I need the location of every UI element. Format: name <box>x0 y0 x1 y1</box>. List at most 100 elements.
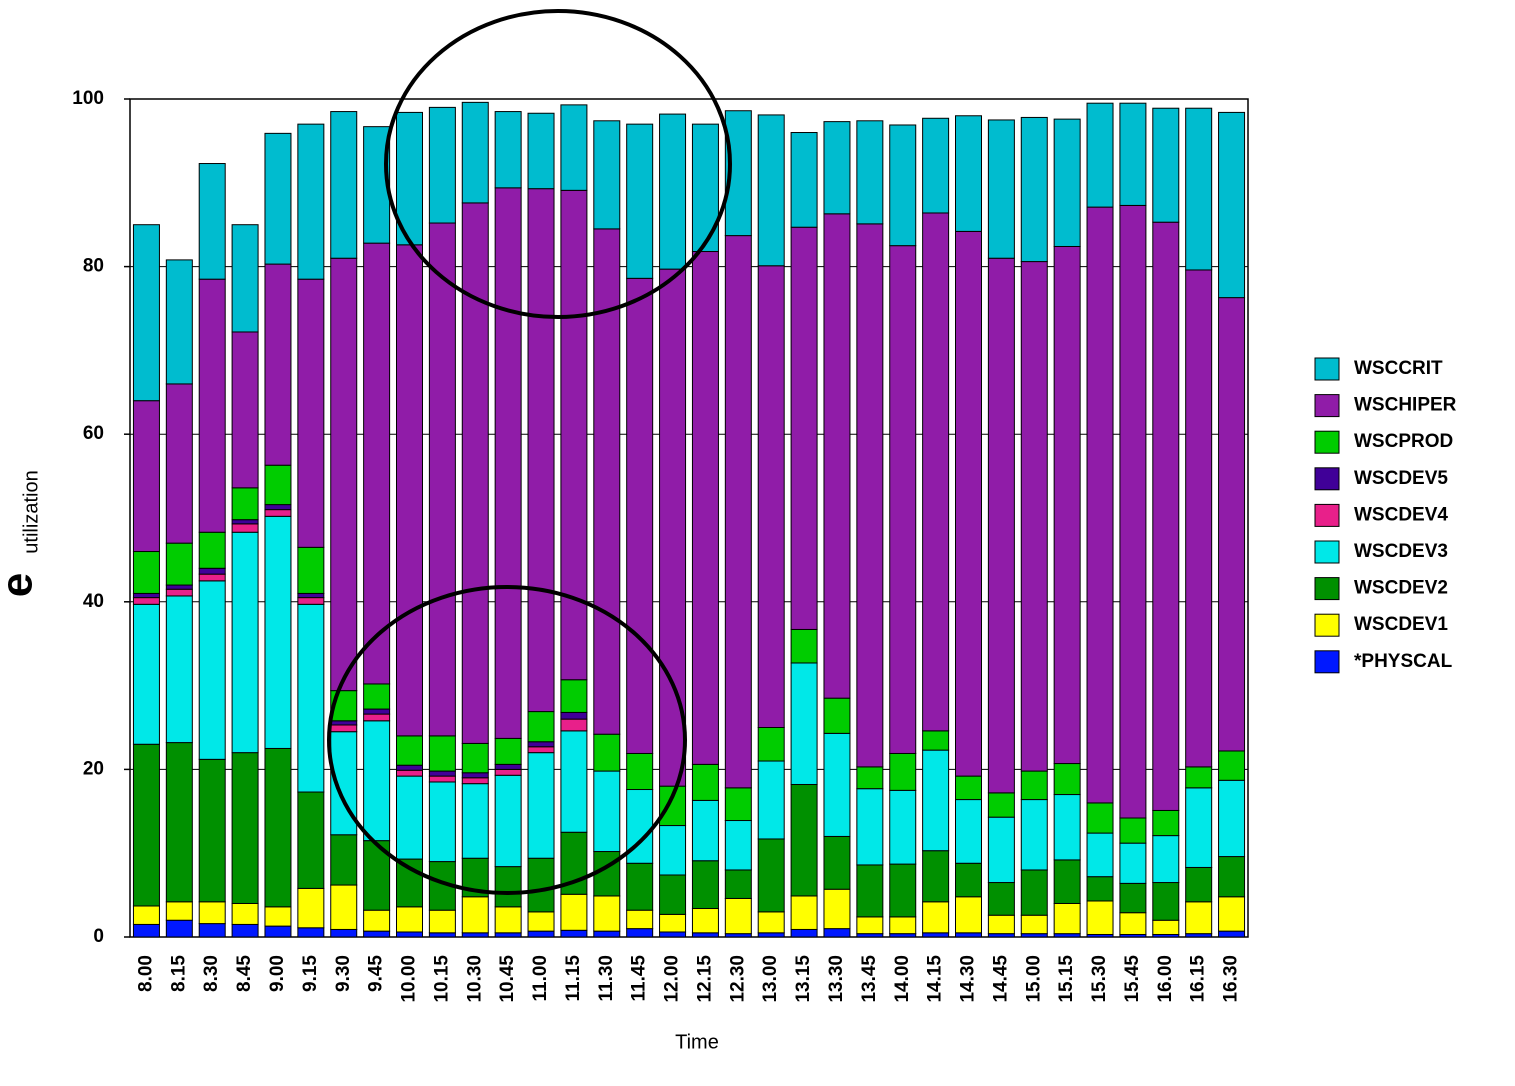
bar-segment <box>132 923 160 938</box>
bar-segment <box>461 202 489 744</box>
bar-segment <box>264 906 292 927</box>
bar-segment <box>1020 770 1048 801</box>
bar-segment <box>1185 933 1213 938</box>
bar-segment <box>560 104 588 191</box>
bar-segment <box>396 769 423 777</box>
bar-segment <box>1218 297 1246 752</box>
bar-segment <box>297 603 325 793</box>
bar-segment <box>198 567 226 575</box>
bar-segment <box>165 588 193 597</box>
bar-segment <box>987 914 1015 935</box>
bar-segment <box>1152 221 1180 811</box>
bar-segment <box>922 932 950 938</box>
bar-segment <box>198 580 226 760</box>
bar-segment <box>823 121 851 215</box>
bar-segment <box>428 222 456 737</box>
bar-segment <box>560 679 588 713</box>
bar-segment <box>659 113 687 270</box>
bar-segment <box>593 770 621 853</box>
bar-segment <box>198 573 226 582</box>
bar-segment <box>1020 914 1048 935</box>
bar-segment <box>757 932 785 938</box>
legend-swatch <box>1314 577 1340 601</box>
bar-segment <box>560 730 588 833</box>
x-tick-label: 13.15 <box>793 955 814 1003</box>
bar-segment <box>1119 882 1147 914</box>
bar-segment <box>1053 118 1081 247</box>
x-tick-label: 14.00 <box>892 955 913 1003</box>
legend-label: WSCHIPER <box>1354 395 1457 416</box>
bar-segment <box>527 711 555 743</box>
bar-segment <box>823 697 851 734</box>
bar-segment <box>165 919 193 938</box>
legend-label: WSCDEV1 <box>1354 614 1448 635</box>
bar-segment <box>987 119 1015 259</box>
legend-label: WSCCRIT <box>1354 358 1443 379</box>
bar-segment <box>823 888 851 930</box>
bar-segment <box>494 763 522 770</box>
bar-segment <box>330 928 358 938</box>
bar-segment <box>889 863 917 918</box>
bar-segment <box>396 931 423 938</box>
legend-swatch <box>1314 650 1340 674</box>
bar-segment <box>461 777 489 785</box>
x-tick-label: 13.00 <box>760 955 781 1003</box>
bar-segment <box>691 860 719 910</box>
bar-segment <box>527 188 555 713</box>
x-tick-label: 9.00 <box>267 955 288 992</box>
legend-label: WSCDEV2 <box>1354 578 1448 599</box>
bar-segment <box>428 932 456 938</box>
y-tick-label: 20 <box>83 758 104 779</box>
bar-segment <box>1119 817 1147 844</box>
legend-swatch <box>1314 430 1340 454</box>
bar-segment <box>1086 206 1114 804</box>
bar-segment <box>1020 261 1048 772</box>
bar-segment <box>659 931 687 938</box>
y-tick-label: 40 <box>83 591 104 612</box>
bar-segment <box>132 224 160 402</box>
bar-segment <box>1185 766 1213 789</box>
x-tick-label: 13.30 <box>826 955 847 1003</box>
bar-segment <box>1152 919 1180 935</box>
bar-segment <box>922 730 950 751</box>
bar-segment <box>790 226 818 630</box>
bar-segment <box>1086 876 1114 902</box>
bar-segment <box>790 928 818 938</box>
bar-segment <box>856 933 884 938</box>
bar-segment <box>560 189 588 681</box>
bar-segment <box>593 851 621 897</box>
bar-segment <box>132 400 160 553</box>
bar-segment <box>593 895 621 932</box>
bar-segment <box>494 111 522 189</box>
bar-segment <box>461 932 489 938</box>
bar-segment <box>1185 107 1213 271</box>
bar-segment <box>955 230 982 777</box>
bar-segment <box>494 737 522 765</box>
bar-segment <box>363 242 391 685</box>
bar-segment <box>889 916 917 935</box>
x-tick-label: 10.00 <box>399 955 420 1003</box>
bar-segment <box>165 542 193 586</box>
x-tick-label: 10.45 <box>497 955 518 1003</box>
x-tick-label: 15.15 <box>1056 955 1077 1003</box>
bar-segment <box>527 741 555 748</box>
bar-segment <box>363 713 391 722</box>
x-tick-label: 14.30 <box>958 955 979 1003</box>
x-tick-label: 16.15 <box>1188 955 1209 1003</box>
y-tick-label: 60 <box>83 423 104 444</box>
bar-segment <box>297 927 325 938</box>
bar-segment <box>231 224 259 333</box>
bar-segment <box>330 834 358 886</box>
bar-segment <box>659 268 687 787</box>
bar-segment <box>1020 869 1048 916</box>
bar-segment <box>987 257 1015 794</box>
x-tick-label: 9.15 <box>300 955 321 992</box>
bar-segment <box>955 862 982 898</box>
bar-segment <box>330 884 358 930</box>
bar-segment <box>330 257 358 692</box>
bar-segment <box>659 913 687 933</box>
bar-segment <box>165 901 193 921</box>
bar-segment <box>757 727 785 762</box>
bar-segment <box>724 787 752 822</box>
